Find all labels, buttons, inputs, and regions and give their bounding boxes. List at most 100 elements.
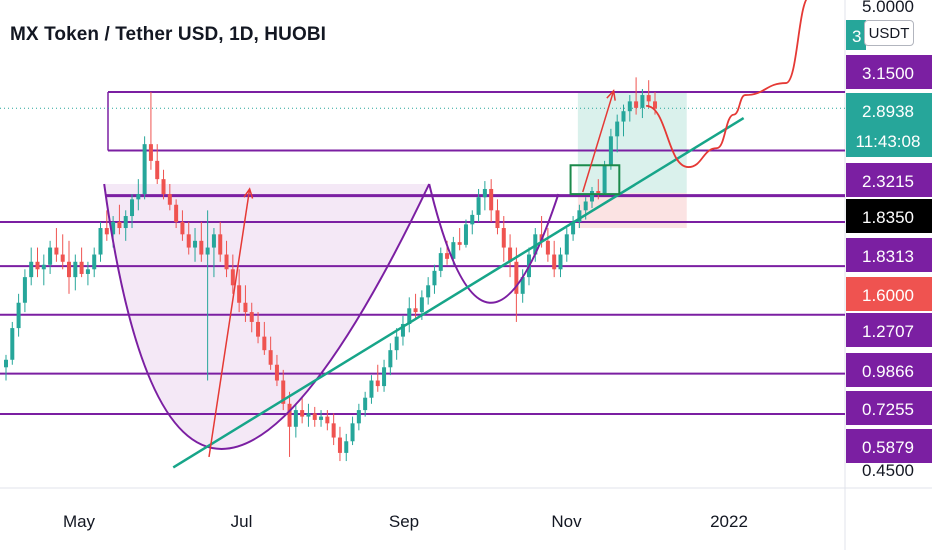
candle-body (48, 247, 53, 265)
candle-body (476, 197, 481, 215)
candle-body (136, 194, 141, 200)
price-tag (846, 429, 932, 463)
cup-fill (104, 183, 430, 449)
candle-body (67, 261, 72, 278)
price-tag-label: 1.6000 (862, 286, 914, 305)
price-tag (846, 238, 932, 272)
candle-body (520, 277, 525, 294)
candle-body (558, 254, 563, 270)
candle-body (602, 165, 607, 194)
x-tick-label: May (63, 512, 96, 531)
y-tick-label: 0.4500 (862, 461, 914, 480)
projection-path (645, 0, 808, 168)
price-tag-3 (846, 20, 866, 50)
candle-body (413, 308, 418, 313)
candle-body (4, 359, 8, 368)
candle-body (161, 179, 166, 195)
price-tag-label: 2.3215 (862, 172, 914, 191)
candle-body (589, 191, 594, 202)
candle-body (501, 228, 506, 248)
price-tag-label: 2.8938 (862, 102, 914, 121)
breakout-box (569, 164, 621, 196)
candle-body (79, 261, 84, 274)
candle-body (262, 336, 267, 351)
candle-body (640, 95, 645, 108)
x-tick-label: 2022 (710, 512, 748, 531)
candle-body (608, 136, 613, 166)
candle-body (148, 144, 153, 161)
candle-body (300, 410, 305, 417)
price-tag-label: 1.8350 (862, 208, 914, 227)
candle-body (237, 285, 242, 303)
currency-button[interactable]: USDT (864, 20, 914, 46)
price-tag (846, 93, 932, 157)
candle-body (180, 221, 185, 235)
price-tag (846, 55, 932, 89)
candle-body (344, 441, 349, 453)
cup-curve (103, 183, 431, 450)
candle-body (54, 247, 59, 255)
candle-body (281, 380, 286, 404)
candle-body (482, 188, 487, 198)
candle-body (174, 204, 179, 222)
candle-body (287, 403, 292, 427)
candle-body (85, 269, 90, 274)
candle-body (495, 210, 500, 229)
candle-body (224, 254, 229, 270)
x-tick-label: Nov (551, 512, 582, 531)
candle-body (375, 380, 380, 387)
price-tag (846, 391, 932, 425)
candle-body (545, 240, 550, 255)
candle-body (306, 413, 311, 417)
candle-body (41, 264, 46, 270)
candle-body (268, 350, 273, 365)
candle-body (218, 234, 223, 255)
chart-title: MX Token / Tether USD, 1D, HUOBI (10, 24, 327, 45)
candle-body (167, 194, 172, 205)
x-tick-label: Jul (231, 512, 253, 531)
candle-body (382, 367, 387, 387)
candle-body (432, 270, 437, 286)
price-tag-label: 3.1500 (862, 64, 914, 83)
candle-body (312, 413, 317, 420)
long-position-profit-zone (577, 92, 687, 194)
candle-body (369, 380, 374, 398)
candle-body (634, 101, 639, 108)
candle-body (457, 242, 462, 245)
candle-body (256, 321, 261, 337)
candle-body (363, 397, 368, 411)
candle-body (205, 247, 210, 255)
candle-body (293, 410, 298, 427)
candle-body (552, 254, 557, 270)
candle-body (470, 214, 475, 225)
candle-body (104, 228, 109, 235)
price-tag-label: 0.7255 (862, 400, 914, 419)
candle-body (186, 234, 191, 248)
candle-body (155, 160, 160, 180)
candle-body (230, 269, 235, 286)
candle-body (426, 285, 431, 298)
price-tag (846, 353, 932, 387)
candle-body (60, 254, 65, 262)
candle-body (400, 323, 405, 337)
candle-body (199, 240, 204, 255)
candle-body (388, 350, 393, 368)
candle-body (22, 277, 27, 303)
candle-body (356, 410, 361, 424)
candle-body (111, 221, 116, 235)
candle-body (73, 261, 78, 278)
candle-body (445, 253, 450, 259)
candle-body (274, 364, 279, 381)
candle-body (319, 416, 324, 420)
candle-body (646, 95, 651, 102)
candle-body (615, 121, 620, 137)
price-tag-label: 1.2707 (862, 322, 914, 341)
candle-body (123, 216, 128, 229)
candle-body (577, 210, 582, 222)
arrow-line (582, 90, 615, 193)
candle-body (407, 308, 412, 324)
candle-body (10, 328, 15, 360)
x-tick-label: Sep (389, 512, 419, 531)
